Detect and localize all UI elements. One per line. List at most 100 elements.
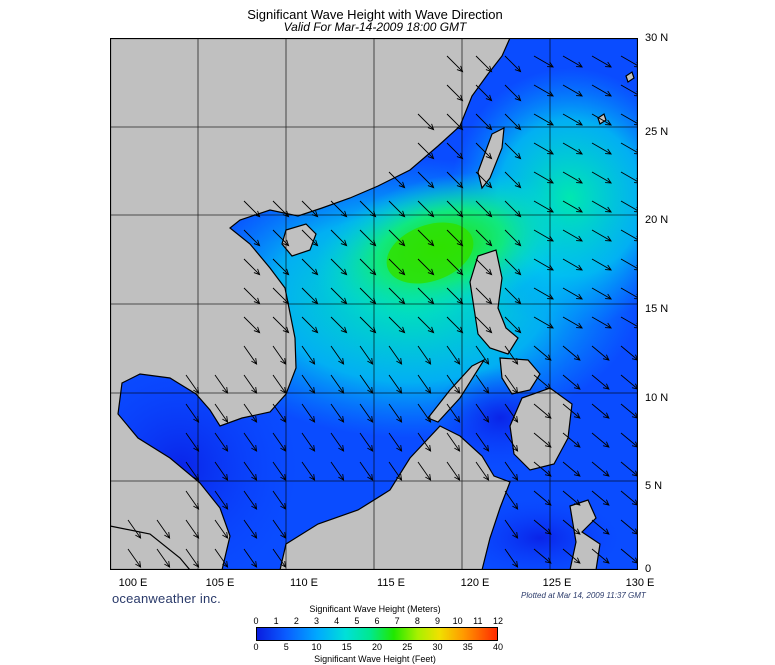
legend-tick: 35 bbox=[462, 642, 473, 652]
wave-direction-arrow bbox=[533, 548, 552, 564]
wave-direction-arrow bbox=[388, 461, 403, 481]
wave-direction-arrow bbox=[562, 287, 583, 300]
wave-direction-arrow bbox=[533, 432, 552, 448]
wave-direction-arrow bbox=[591, 200, 612, 213]
wave-direction-arrow bbox=[475, 432, 490, 452]
legend-tick: 5 bbox=[354, 616, 360, 626]
legend-tick: 15 bbox=[341, 642, 352, 652]
wave-direction-arrow bbox=[591, 548, 610, 564]
wave-direction-arrow bbox=[562, 55, 583, 68]
lat-label-0: 0 bbox=[645, 563, 652, 575]
legend-feet-title: Significant Wave Height (Feet) bbox=[314, 654, 436, 664]
wave-direction-arrow bbox=[533, 345, 552, 361]
wave-direction-arrow bbox=[533, 200, 554, 213]
wave-direction-arrow bbox=[243, 403, 258, 423]
wave-direction-arrow bbox=[533, 316, 554, 329]
wave-direction-arrow bbox=[533, 374, 552, 390]
wave-direction-arrow bbox=[504, 287, 522, 305]
legend-tick: 12 bbox=[492, 616, 504, 626]
wave-direction-arrow bbox=[591, 287, 612, 300]
wave-direction-arrow bbox=[475, 403, 490, 423]
wave-direction-arrow bbox=[591, 316, 612, 329]
wave-height-colorbar bbox=[256, 627, 498, 641]
wave-direction-arrow bbox=[272, 316, 290, 334]
wave-direction-arrow bbox=[446, 374, 461, 394]
lat-label-25n: 25 N bbox=[645, 126, 669, 138]
legend-tick: 5 bbox=[283, 642, 289, 652]
wave-direction-arrow bbox=[446, 461, 461, 481]
legend-tick: 20 bbox=[371, 642, 383, 652]
land-borneo bbox=[279, 425, 511, 570]
wave-direction-arrow bbox=[359, 229, 377, 247]
wave-direction-arrow bbox=[243, 490, 258, 510]
wave-direction-arrow bbox=[591, 55, 612, 68]
wave-direction-arrow bbox=[330, 461, 345, 481]
wave-direction-arrow bbox=[243, 316, 261, 334]
wave-direction-arrow bbox=[272, 519, 287, 539]
wave-direction-arrow bbox=[388, 345, 403, 365]
wave-direction-arrow bbox=[533, 55, 554, 68]
wave-direction-arrow bbox=[475, 374, 490, 394]
wave-direction-arrow bbox=[475, 345, 490, 365]
wave-direction-arrow bbox=[214, 461, 229, 481]
wave-direction-arrow bbox=[504, 374, 519, 394]
wave-direction-arrow bbox=[446, 287, 464, 305]
wave-direction-arrow bbox=[562, 548, 581, 564]
land-sulawesi bbox=[569, 499, 601, 570]
legend-tick: 4 bbox=[334, 616, 340, 626]
wave-direction-arrow bbox=[533, 229, 554, 242]
land-hainan bbox=[281, 223, 317, 257]
wave-direction-arrow bbox=[330, 287, 348, 305]
legend-feet-ticks: 0 5 10 15 20 25 30 35 40 bbox=[253, 642, 503, 653]
wave-direction-arrow bbox=[330, 229, 348, 247]
wave-direction-arrows bbox=[127, 55, 638, 568]
wave-direction-arrow bbox=[504, 461, 519, 481]
wave-direction-arrow bbox=[504, 258, 522, 276]
wave-direction-arrow bbox=[388, 200, 406, 218]
wave-direction-arrow bbox=[591, 432, 610, 448]
wave-direction-arrow bbox=[533, 461, 552, 477]
chart-title: Significant Wave Height with Wave Direct… bbox=[247, 7, 503, 22]
wave-direction-arrow bbox=[591, 171, 612, 184]
wave-direction-arrow bbox=[533, 113, 554, 126]
wave-direction-arrow bbox=[446, 345, 461, 365]
wave-direction-arrow bbox=[446, 55, 464, 73]
wave-direction-arrow bbox=[591, 345, 610, 361]
wave-direction-arrow bbox=[591, 113, 612, 126]
wave-direction-arrow bbox=[562, 258, 583, 271]
wave-direction-arrow bbox=[156, 548, 171, 568]
wave-direction-arrow bbox=[562, 374, 581, 390]
wave-direction-arrow bbox=[388, 432, 403, 452]
wave-direction-arrow bbox=[504, 316, 522, 334]
wave-direction-arrow bbox=[243, 287, 261, 305]
wave-direction-arrow bbox=[359, 374, 374, 394]
legend-tick: 2 bbox=[293, 616, 299, 626]
wave-direction-arrow bbox=[446, 142, 464, 160]
wave-direction-arrow bbox=[504, 548, 519, 568]
wave-direction-arrow bbox=[504, 142, 522, 160]
wave-direction-arrow bbox=[417, 113, 435, 131]
wave-direction-arrow bbox=[388, 229, 406, 247]
lat-label-15n: 15 N bbox=[645, 303, 669, 315]
land-philippines-central bbox=[499, 357, 541, 395]
wave-direction-arrow bbox=[591, 374, 610, 390]
legend-tick: 25 bbox=[402, 642, 413, 652]
legend-tick: 0 bbox=[253, 616, 259, 626]
wave-direction-arrow bbox=[272, 287, 290, 305]
wave-direction-arrow bbox=[243, 374, 258, 394]
wave-direction-arrow bbox=[243, 548, 258, 568]
wave-peak-core bbox=[386, 222, 474, 284]
wave-direction-arrow bbox=[475, 55, 493, 73]
wave-direction-arrow bbox=[330, 258, 348, 276]
wave-direction-arrow bbox=[127, 519, 142, 539]
wave-direction-arrow bbox=[272, 200, 290, 218]
wave-direction-arrow bbox=[417, 345, 432, 365]
lon-label-130e: 130 E bbox=[625, 577, 655, 589]
lon-label-100e: 100 E bbox=[118, 577, 148, 589]
wave-direction-arrow bbox=[591, 84, 612, 97]
wave-direction-arrow bbox=[417, 316, 435, 334]
lon-label-125e: 125 E bbox=[542, 577, 572, 589]
wave-direction-arrow bbox=[562, 229, 583, 242]
wave-direction-arrow bbox=[446, 200, 464, 218]
wave-direction-arrow bbox=[301, 229, 319, 247]
